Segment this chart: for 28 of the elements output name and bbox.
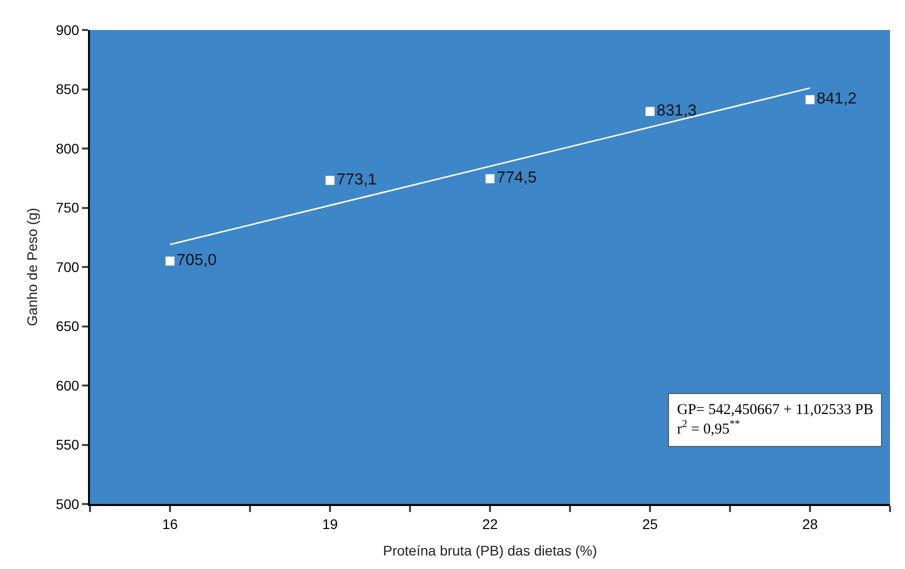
- x-tick-label: 19: [322, 516, 338, 532]
- annotation: r$^{2}$ = 0,95$^{**}$: [677, 419, 740, 438]
- data-label: 705,0: [176, 252, 217, 270]
- y-tick-label: 550: [56, 436, 80, 453]
- point: [326, 176, 334, 185]
- data-label: 774,5: [496, 170, 537, 187]
- y-tick-label: 850: [56, 81, 80, 98]
- data-label: 831,3: [656, 102, 697, 120]
- point: [806, 95, 814, 104]
- x-tick-label: 16: [162, 516, 178, 532]
- x-tick-label: 28: [802, 516, 818, 532]
- annotation: GP= 542,450667 + 11,02533 PB: [677, 402, 874, 418]
- point: [486, 174, 494, 184]
- y-tick-label: 900: [56, 22, 80, 38]
- data-label: 841,2: [816, 90, 857, 108]
- data-label: 773,1: [336, 171, 377, 188]
- y-tick-label: 700: [56, 258, 80, 275]
- x-tick-label: 25: [642, 516, 658, 532]
- y-tick-label: 650: [56, 318, 80, 334]
- x-axis-title: Proteína bruta (PB) das dietas (%): [383, 542, 597, 559]
- y-tick-label: 600: [56, 377, 80, 394]
- y-tick-label: 800: [56, 140, 80, 156]
- point: [646, 106, 654, 116]
- y-axis-title: Ganho de Peso (g): [24, 208, 40, 326]
- point: [166, 256, 174, 266]
- y-tick-label: 750: [56, 200, 80, 216]
- y-tick-label: 500: [56, 496, 80, 512]
- x-tick-label: 22: [482, 516, 498, 532]
